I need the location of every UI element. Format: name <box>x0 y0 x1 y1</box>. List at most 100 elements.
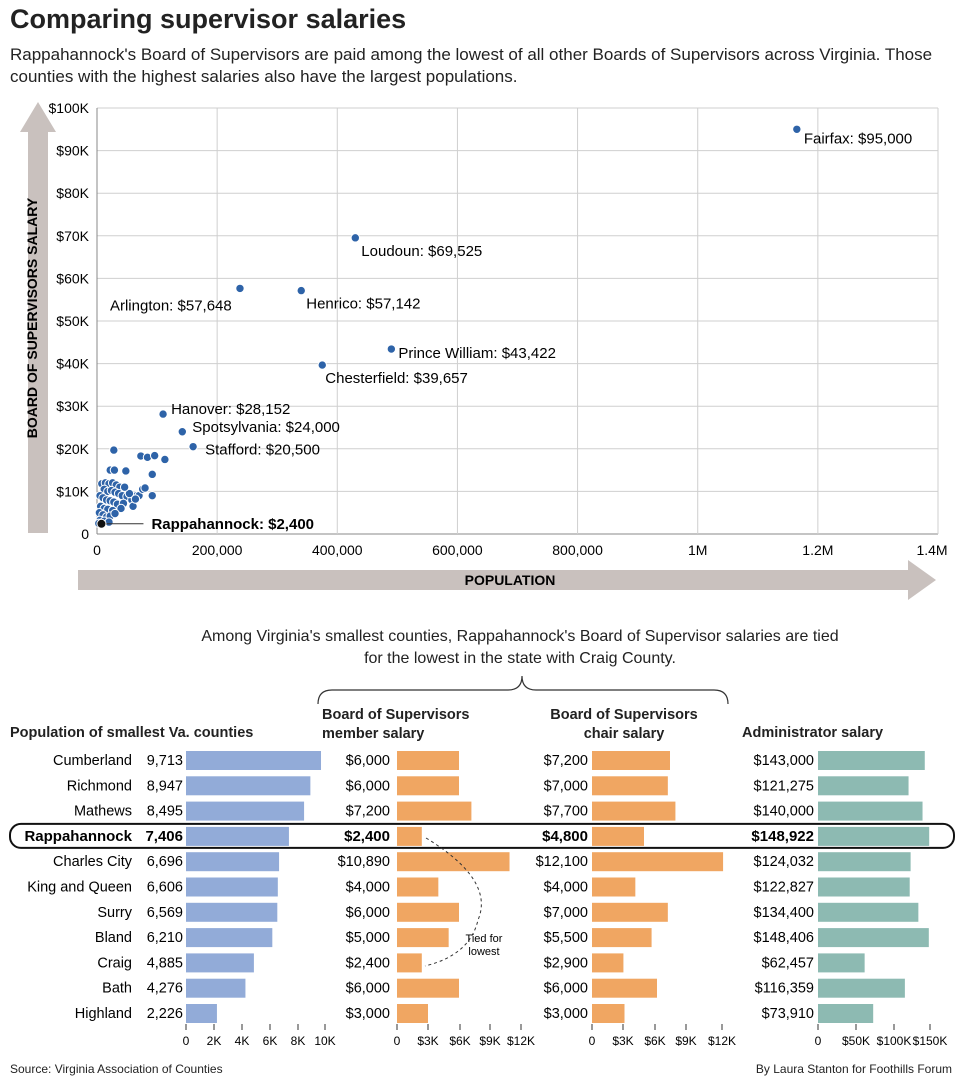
bar <box>397 1004 428 1023</box>
x-tick-label: 0 <box>183 1034 190 1048</box>
point-label: Stafford: $20,500 <box>205 442 320 459</box>
data-point <box>235 283 245 294</box>
credit: By Laura Stanton for Foothills Forum <box>755 1062 952 1076</box>
y-tick-label: $40K <box>56 356 89 372</box>
bar-value: $6,000 <box>346 778 390 794</box>
bar <box>397 978 459 998</box>
x-tick-label: $3K <box>612 1034 633 1048</box>
bar-value: 6,606 <box>147 880 183 896</box>
data-point <box>177 427 188 437</box>
bar <box>818 902 919 922</box>
x-tick-label: 10K <box>314 1034 335 1048</box>
county-name: Highland <box>75 1006 132 1022</box>
data-point <box>140 483 150 493</box>
bar <box>818 978 905 998</box>
county-name: Cumberland <box>53 753 132 769</box>
brace <box>317 675 729 705</box>
bar-value: $148,922 <box>751 828 814 845</box>
annotation-line: Tied for <box>466 933 503 945</box>
chair-header: Board of Supervisors chair salary <box>550 707 698 742</box>
pop-header: Population of smallest Va. counties <box>10 725 254 741</box>
bar-value: $12,100 <box>536 854 588 870</box>
x-tick-label: $9K <box>675 1034 696 1048</box>
x-tick-label: 6K <box>263 1034 278 1048</box>
data-point <box>158 409 168 419</box>
bar-value: $116,359 <box>755 981 814 997</box>
x-tick-label: $100K <box>877 1034 912 1048</box>
data-point <box>124 488 135 499</box>
county-name: King and Queen <box>27 880 132 896</box>
page-title: Comparing supervisor salaries <box>10 4 407 34</box>
county-name: Charles City <box>53 854 133 870</box>
bar-value: 9,713 <box>147 753 183 769</box>
annotation-line: lowest <box>468 946 499 958</box>
bar-value: $143,000 <box>754 753 814 769</box>
bar <box>186 953 254 973</box>
bar <box>818 928 929 948</box>
bar-value: $2,400 <box>344 828 390 845</box>
bar <box>397 852 510 872</box>
x-tick-label: 400,000 <box>312 542 363 558</box>
bar-value: $140,000 <box>754 804 814 820</box>
bar-value: $4,000 <box>346 880 390 896</box>
bar <box>186 751 322 770</box>
bar <box>818 852 911 872</box>
bar-value: $124,032 <box>754 854 814 870</box>
source: Source: Virginia Association of Counties <box>10 1062 223 1076</box>
point-label: Prince William: $43,422 <box>398 345 556 362</box>
bar <box>186 826 289 846</box>
bar <box>818 751 925 770</box>
bar-value: $4,800 <box>542 828 588 845</box>
bar-value: 7,406 <box>145 828 183 845</box>
point-label: Spotsylvania: $24,000 <box>192 419 340 436</box>
bar-value: $3,000 <box>544 1006 588 1022</box>
y-axis-label: BOARD OF SUPERVISORS SALARY <box>24 197 40 438</box>
bar <box>818 776 909 796</box>
bar <box>186 801 305 821</box>
bar <box>818 877 910 897</box>
bar <box>186 1004 217 1023</box>
data-point <box>147 469 157 480</box>
data-point <box>350 233 361 243</box>
x-tick-label: $9K <box>479 1034 500 1048</box>
y-tick-label: $80K <box>56 185 89 201</box>
data-point <box>109 465 120 475</box>
bar-value: $148,406 <box>754 930 814 946</box>
x-tick-label: $12K <box>708 1034 736 1048</box>
bar <box>592 852 724 872</box>
bar <box>397 902 459 922</box>
x-tick-label: $50K <box>842 1034 870 1048</box>
bar-value: $5,500 <box>544 930 588 946</box>
bar-value: 4,276 <box>147 981 183 997</box>
x-tick-label: 1.2M <box>802 542 833 558</box>
county-name: Mathews <box>74 804 132 820</box>
x-tick-label: 800,000 <box>552 542 603 558</box>
point-label: Hanover: $28,152 <box>171 401 290 418</box>
data-point <box>386 344 397 354</box>
x-tick-label: 600,000 <box>432 542 483 558</box>
point-label: Loudoun: $69,525 <box>361 243 482 260</box>
bar <box>592 751 670 770</box>
bar-value: 6,569 <box>147 905 183 921</box>
bar-value: $7,700 <box>544 804 588 820</box>
bar <box>186 776 311 796</box>
county-name: Craig <box>97 955 132 971</box>
bar <box>397 877 439 897</box>
point-label: Henrico: $57,142 <box>306 296 420 313</box>
bar-value: 2,226 <box>147 1006 183 1022</box>
y-tick-label: $90K <box>56 143 89 159</box>
bar <box>592 776 668 796</box>
bar-value: $122,827 <box>754 880 814 896</box>
bar <box>818 826 930 846</box>
bar <box>592 877 636 897</box>
bar-intro: Among Virginia's smallest counties, Rapp… <box>201 628 839 667</box>
bar <box>186 928 273 948</box>
bar <box>397 953 422 973</box>
bar-value: $4,000 <box>544 880 588 896</box>
x-tick-label: 0 <box>815 1034 822 1048</box>
bar-value: $73,910 <box>762 1006 814 1022</box>
bar-value: $6,000 <box>544 981 588 997</box>
bar <box>397 801 472 821</box>
x-tick-label: $150K <box>913 1034 948 1048</box>
